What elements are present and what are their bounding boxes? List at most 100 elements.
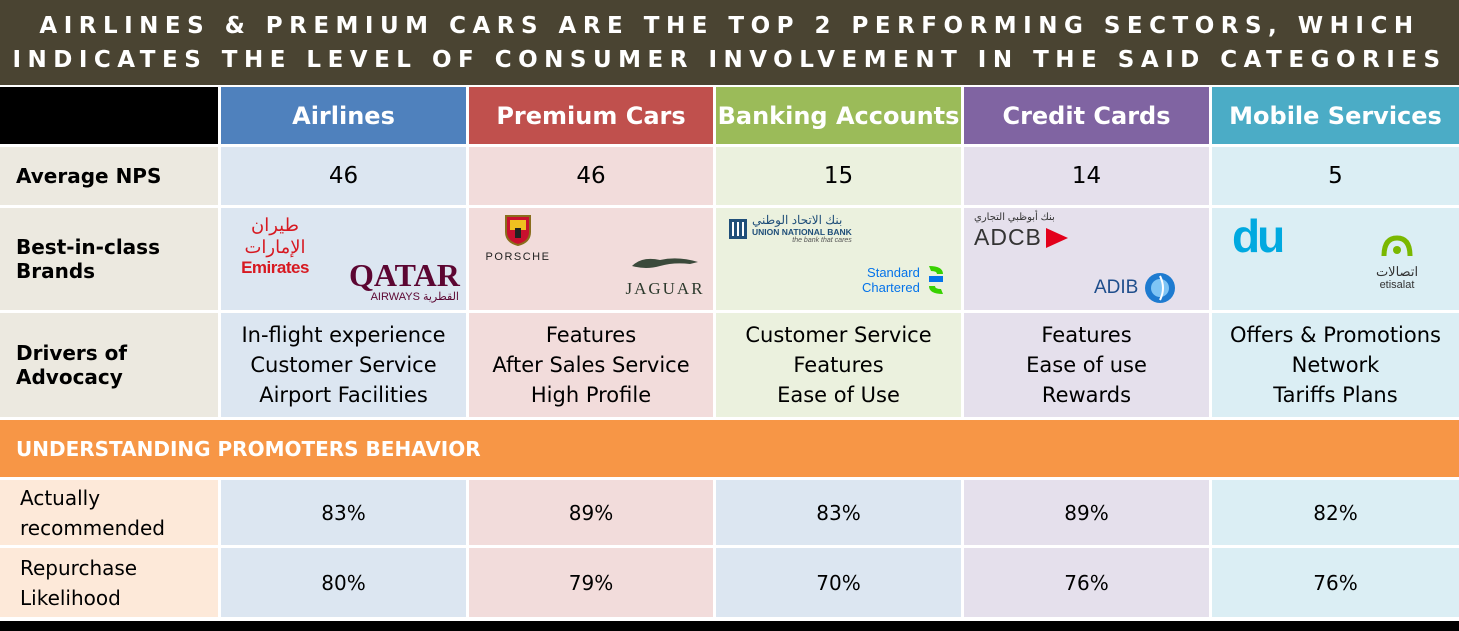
premium-car-brands: PORSCHE JAGUAR	[469, 208, 716, 313]
header-row: Airlines Premium Cars Banking Accounts C…	[0, 87, 1459, 147]
unb-arabic-text: بنك الاتحاد الوطني	[752, 213, 843, 227]
recommended-value: 89%	[469, 480, 716, 548]
qatar-text: QATAR	[349, 257, 460, 293]
promoters-band-row: UNDERSTANDING PROMOTERS BEHAVIOR	[0, 420, 1459, 480]
brands-row: Best-in-class Brands طيران الإمارات Emir…	[0, 208, 1459, 313]
repurchase-value: 79%	[469, 548, 716, 620]
driver-item: After Sales Service	[492, 353, 690, 377]
driver-item: Airport Facilities	[259, 383, 428, 407]
corner-cell	[0, 87, 221, 147]
unb-icon	[729, 219, 747, 239]
recommended-label: Actually recommended	[0, 480, 221, 548]
jaguar-logo: JAGUAR	[619, 252, 711, 299]
adib-logo: ADIB	[1094, 272, 1176, 304]
column-header-airlines: Airlines	[221, 87, 469, 147]
column-header-premium-cars: Premium Cars	[469, 87, 716, 147]
driver-item: High Profile	[530, 383, 652, 407]
standard-chartered-logo: Standard Chartered	[862, 264, 947, 296]
driver-item: Rewards	[1041, 383, 1132, 407]
mobile-brands: du اتصالات etisalat	[1212, 208, 1459, 313]
repurchase-label-line: Likelihood	[20, 585, 121, 610]
du-logo: du	[1232, 210, 1285, 262]
driver-item: In-flight experience	[241, 323, 446, 347]
column-header-banking-accounts: Banking Accounts	[716, 87, 964, 147]
driver-item: Customer Service	[745, 323, 932, 347]
recommended-value: 89%	[964, 480, 1212, 548]
sc-text-2: Chartered	[862, 280, 920, 295]
drivers-label-line: Drivers of	[16, 341, 128, 365]
nps-label: Average NPS	[0, 147, 221, 208]
emirates-logo: طيران الإمارات Emirates	[235, 214, 315, 278]
banking-brands: بنك الاتحاد الوطني UNION NATIONAL BANK t…	[716, 208, 964, 313]
repurchase-value: 80%	[221, 548, 469, 620]
driver-item: Customer Service	[250, 353, 437, 377]
sc-text-1: Standard	[867, 265, 920, 280]
repurchase-label: Repurchase Likelihood	[0, 548, 221, 620]
promoters-band: UNDERSTANDING PROMOTERS BEHAVIOR	[0, 420, 1459, 480]
brands-label-line: Best-in-class	[16, 235, 160, 259]
column-header-credit-cards: Credit Cards	[964, 87, 1212, 147]
repurchase-label-line: Repurchase	[20, 555, 138, 580]
adcb-arrow-icon	[1045, 227, 1068, 248]
title-line-1: AIRLINES & PREMIUM CARS ARE THE TOP 2 PE…	[39, 12, 1420, 39]
unb-tagline: the bank that cares	[792, 237, 852, 244]
repurchase-row: Repurchase Likelihood 80% 79% 70% 76% 76…	[0, 548, 1459, 620]
recommended-value: 82%	[1212, 480, 1459, 548]
drivers-label: Drivers of Advocacy	[0, 313, 221, 420]
recommended-label-line: recommended	[20, 515, 165, 540]
drivers-credit-cards: Features Ease of use Rewards	[964, 313, 1212, 420]
unb-text: UNION NATIONAL BANK	[752, 227, 852, 237]
adcb-logo: بنك أبوظبي التجاري ADCB	[974, 212, 1070, 251]
adib-text: ADIB	[1094, 277, 1139, 298]
recommended-row: Actually recommended 83% 89% 83% 89% 82%	[0, 480, 1459, 548]
etisalat-icon	[1381, 235, 1413, 257]
comparison-table: Airlines Premium Cars Banking Accounts C…	[0, 87, 1459, 620]
title-line-2: INDICATES THE LEVEL OF CONSUMER INVOLVEM…	[12, 46, 1447, 73]
etisalat-arabic-text: اتصالات	[1375, 264, 1419, 279]
adib-globe-icon	[1145, 273, 1176, 303]
drivers-mobile: Offers & Promotions Network Tariffs Plan…	[1212, 313, 1459, 420]
adcb-arabic-text: بنك أبوظبي التجاري	[974, 212, 1055, 223]
jaguar-leaper-icon	[632, 258, 698, 268]
porsche-crest-icon	[505, 215, 531, 247]
recommended-value: 83%	[716, 480, 964, 548]
repurchase-value: 76%	[1212, 548, 1459, 620]
recommended-value: 83%	[221, 480, 469, 548]
standard-chartered-icon	[928, 266, 943, 294]
driver-item: Network	[1291, 353, 1380, 377]
bottom-bar	[0, 621, 1459, 631]
emirates-arabic-text: طيران الإمارات	[244, 215, 306, 257]
adcb-text: ADCB	[974, 224, 1042, 250]
credit-card-brands: بنك أبوظبي التجاري ADCB ADIB	[964, 208, 1212, 313]
repurchase-value: 70%	[716, 548, 964, 620]
drivers-banking: Customer Service Features Ease of Use	[716, 313, 964, 420]
drivers-row: Drivers of Advocacy In-flight experience…	[0, 313, 1459, 420]
repurchase-value: 76%	[964, 548, 1212, 620]
nps-value: 15	[716, 147, 964, 208]
driver-item: Tariffs Plans	[1273, 383, 1398, 407]
slide-title: AIRLINES & PREMIUM CARS ARE THE TOP 2 PE…	[0, 0, 1459, 85]
driver-item: Offers & Promotions	[1229, 323, 1441, 347]
porsche-logo: PORSCHE	[473, 214, 563, 263]
brands-label-line: Brands	[16, 259, 96, 283]
qatar-airways-logo: QATAR AIRWAYS القطرية	[349, 257, 460, 303]
recommended-label-line: Actually	[20, 485, 101, 510]
drivers-airlines: In-flight experience Customer Service Ai…	[221, 313, 469, 420]
etisalat-logo: اتصالات etisalat	[1362, 234, 1432, 291]
driver-item: Ease of Use	[777, 383, 900, 407]
brands-label: Best-in-class Brands	[0, 208, 221, 313]
jaguar-text: JAGUAR	[625, 279, 705, 298]
drivers-premium-cars: Features After Sales Service High Profil…	[469, 313, 716, 420]
drivers-label-line: Advocacy	[16, 365, 123, 389]
nps-value: 5	[1212, 147, 1459, 208]
porsche-text: PORSCHE	[485, 251, 551, 263]
nps-value: 46	[469, 147, 716, 208]
driver-item: Ease of use	[1026, 353, 1147, 377]
column-header-mobile-services: Mobile Services	[1212, 87, 1459, 147]
etisalat-text: etisalat	[1379, 279, 1415, 291]
nps-value: 14	[964, 147, 1212, 208]
driver-item: Features	[545, 323, 637, 347]
driver-item: Features	[1041, 323, 1132, 347]
emirates-text: Emirates	[241, 258, 309, 277]
